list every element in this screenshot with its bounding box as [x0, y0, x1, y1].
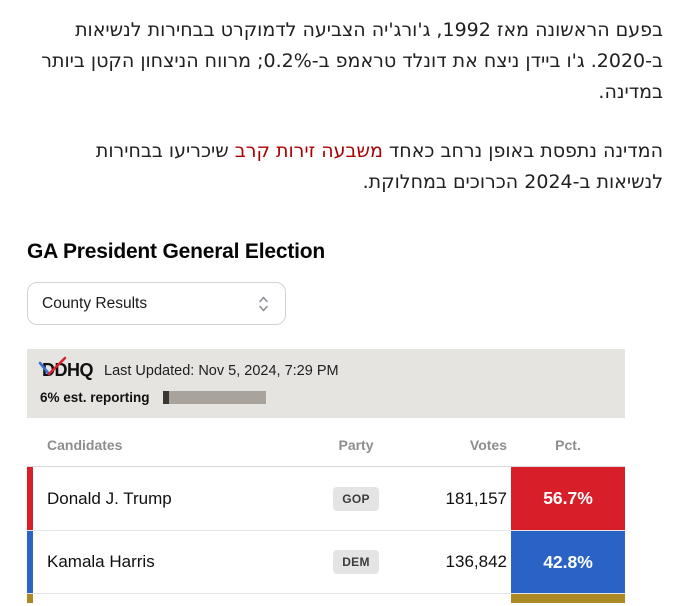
status-bar-top-row: DDHQ Last Updated: Nov 5, 2024, 7:29 PM	[38, 356, 613, 381]
widget-title: GA President General Election	[27, 240, 326, 263]
last-updated-text: Last Updated: Nov 5, 2024, 7:29 PM	[104, 362, 339, 379]
select-chevrons-icon	[259, 296, 268, 311]
column-header-votes: Votes	[469, 437, 507, 453]
results-table: Candidates Party Votes Pct. Donald J. Tr…	[27, 418, 625, 603]
article-paragraph-1: בפעם הראשונה מאז 1992, ג'ורג'יה הצביעה ל…	[41, 19, 663, 103]
table-header-row: Candidates Party Votes Pct.	[27, 418, 625, 467]
status-bar-reporting-row: 6% est. reporting	[40, 390, 613, 405]
candidate-name: Kamala Harris	[47, 552, 155, 571]
status-bar: DDHQ Last Updated: Nov 5, 2024, 7:29 PM …	[27, 349, 625, 418]
table-row-partial	[27, 593, 625, 603]
party-cell: GOP	[311, 486, 401, 511]
table-row-trump: Donald J. Trump GOP 181,157 56.7%	[27, 467, 625, 530]
column-header-pct: Pct.	[555, 437, 581, 453]
article-paragraph-2: המדינה נתפסת באופן נרחב כאחד משבעה זירות…	[27, 136, 663, 198]
pct-value: 42.8%	[511, 531, 625, 593]
reporting-progress-fill	[162, 391, 169, 404]
party-accent-bar	[27, 594, 33, 603]
party-badge: DEM	[333, 550, 379, 574]
party-cell: DEM	[311, 550, 401, 574]
votes-value: 181,157	[445, 488, 507, 508]
reporting-label: 6% est. reporting	[40, 390, 150, 405]
column-header-candidates: Candidates	[47, 437, 123, 453]
paragraph2-text-before: המדינה נתפסת באופן נרחב כאחד	[382, 140, 663, 162]
votes-value: 136,842	[445, 552, 507, 571]
ddhq-logo: DDHQ	[38, 356, 94, 381]
reporting-progress-bar	[162, 391, 266, 404]
paragraph2-text-after: שיכריעו בבחירות לנשיאות ב-2024 הכרוכים ב…	[95, 140, 663, 193]
article-text: בפעם הראשונה מאז 1992, ג'ורג'יה הצביעה ל…	[27, 15, 663, 198]
battleground-link[interactable]: משבעה זירות קרב	[234, 140, 383, 162]
pct-cell-partial	[511, 594, 625, 603]
select-selected-value: County Results	[42, 294, 148, 312]
candidate-name: Donald J. Trump	[47, 488, 172, 508]
column-header-party: Party	[338, 437, 374, 453]
table-row-harris: Kamala Harris DEM 136,842 42.8%	[27, 530, 625, 593]
party-badge: GOP	[333, 486, 379, 511]
party-accent-bar	[27, 531, 33, 593]
results-view-select[interactable]: County Results	[27, 282, 286, 325]
pct-value: 56.7%	[511, 467, 625, 530]
ddhq-logo-text: DDHQ	[42, 360, 94, 380]
party-accent-bar	[27, 467, 33, 530]
